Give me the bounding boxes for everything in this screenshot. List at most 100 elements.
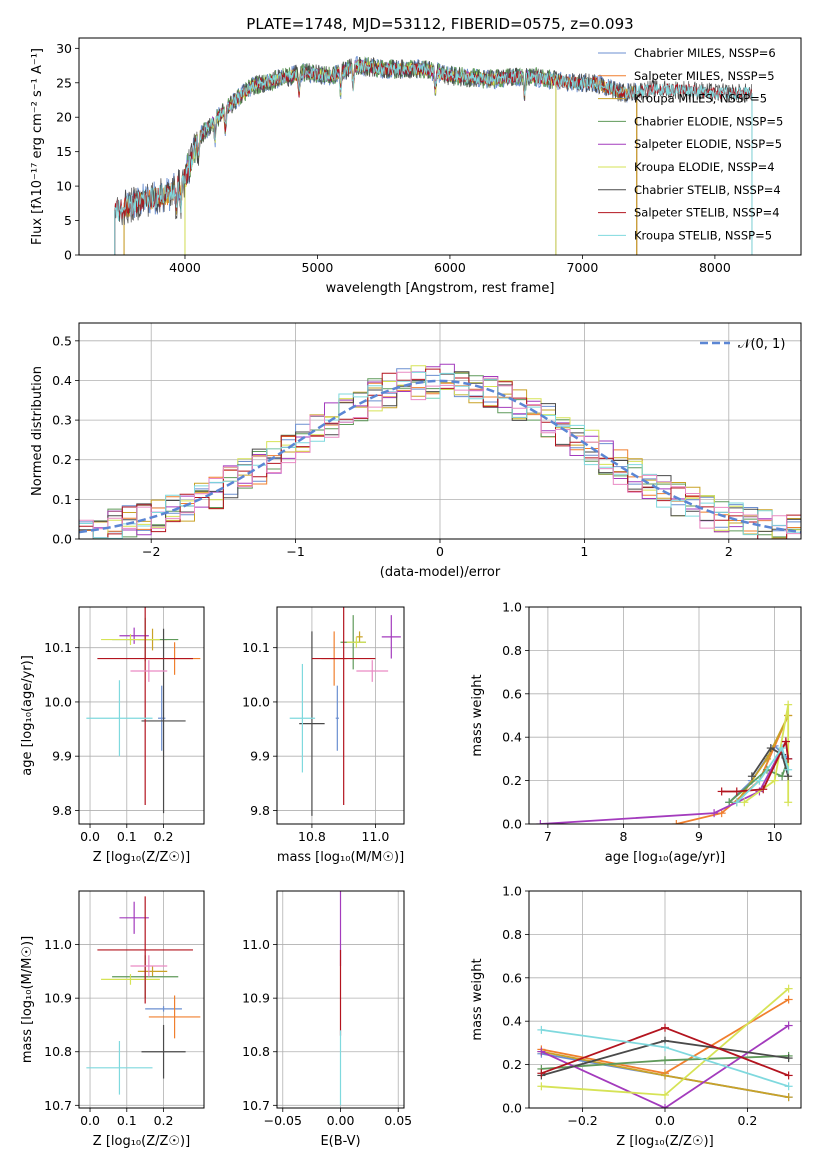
x-tick-label: 1 — [580, 544, 588, 559]
y-tick-label: 25 — [56, 75, 72, 90]
x-tick-label: 0.2 — [154, 829, 174, 844]
x-tick-label: 5000 — [302, 260, 334, 275]
legend-entry: Salpeter ELODIE, NSSP=5 — [634, 137, 782, 151]
weight-series-6 — [751, 746, 790, 777]
spectrum-axes: 4000 5000 6000 7000 8000 0 5 10 15 20 25 30 waveleng… — [30, 41, 731, 296]
y-tick-label: 0.4 — [502, 1014, 522, 1029]
x-tick-label: 4000 — [169, 260, 201, 275]
y-tick-label: 0.0 — [502, 817, 522, 832]
y-tick-label: 0.0 — [502, 1101, 522, 1116]
axes-frame — [276, 606, 405, 825]
legend-entry: Chabrier STELIB, NSSP=4 — [634, 183, 781, 197]
y-tick-label: 1.0 — [502, 884, 522, 899]
y-tick-label: 9.8 — [52, 803, 72, 818]
y-tick-label: 9.9 — [52, 749, 72, 764]
weight_vs_Z-lines — [537, 984, 793, 1108]
axes-frame — [528, 606, 802, 825]
y-axis-label: Normed distribution — [30, 366, 45, 496]
y-tick-label: 10.9 — [242, 991, 270, 1006]
x-tick-label: 10.8 — [298, 829, 326, 844]
spectrum-series-8 — [114, 59, 752, 222]
x-axis-label: Z [log₁₀(Z/Z☉)] — [93, 1134, 190, 1149]
x-tick-label: −1 — [286, 544, 304, 559]
spectrum-legend: Chabrier MILES, NSSP=6 Salpeter MILES, NS… — [598, 46, 783, 242]
y-tick-label: 0.6 — [502, 686, 522, 701]
legend-entry: Salpeter STELIB, NSSP=4 — [634, 206, 780, 220]
y-tick-label: 11.0 — [44, 937, 72, 952]
y-axis-label: Flux [fλ10⁻¹⁷ erg cm⁻² s⁻¹ A⁻¹] — [30, 48, 45, 245]
x-tick-label: 8 — [619, 829, 627, 844]
x-tick-label: −0.05 — [264, 1113, 302, 1128]
axes-frame — [276, 890, 405, 1109]
legend-entry: Chabrier ELODIE, NSSP=5 — [634, 114, 783, 128]
mass_vs_Z-points — [86, 896, 201, 1095]
x-axis-label: Z [log₁₀(Z/Z☉)] — [616, 1134, 713, 1149]
y-tick-label: 0.8 — [502, 927, 522, 942]
age_vs_mass-axes: 10.8 11.0 9.8 9.9 10.0 10.1 mass [log₁₀(M/M☉)] — [242, 607, 404, 865]
y-tick-label: 0.4 — [52, 373, 72, 388]
y-tick-label: 10.1 — [44, 640, 72, 655]
figure-title: PLATE=1748, MJD=53112, FIBERID=0575, z=0… — [246, 15, 633, 33]
y-tick-label: 0.3 — [52, 413, 72, 428]
y-axis-label: mass [log₁₀(M/M☉)] — [20, 936, 35, 1063]
y-tick-label: 0.0 — [52, 532, 72, 547]
axes-frame — [528, 890, 802, 1109]
axes-frame — [78, 37, 802, 256]
axes-frame — [78, 606, 205, 825]
age_vs_Z-points — [86, 607, 201, 814]
y-tick-label: 10.9 — [44, 991, 72, 1006]
legend-entry: Kroupa ELODIE, NSSP=4 — [634, 160, 775, 174]
legend-entry: 𝒩(0, 1) — [738, 337, 785, 352]
y-tick-label: 0.5 — [52, 333, 72, 348]
y-tick-label: 10 — [56, 179, 72, 194]
spectrum-series-5 — [184, 60, 557, 187]
weight_vs_age-axes: 7 8 9 10 0.0 0.2 0.4 0.6 0.8 1.0 age [log₁₀(age/yr… — [470, 600, 801, 865]
y-tick-label: 0.4 — [502, 730, 522, 745]
age_vs_mass-points — [289, 607, 401, 816]
y-tick-label: 10.7 — [44, 1098, 72, 1113]
y-tick-label: 10.8 — [44, 1044, 72, 1059]
x-axis-label: E(B-V) — [320, 1134, 360, 1149]
residuals-axes: −2 −1 0 1 2 0.0 0.1 0.2 0.3 0.4 0.5 (data-model)/er… — [30, 323, 801, 580]
residual-histograms — [79, 363, 801, 539]
age_vs_Z-axes: 0.0 0.1 0.2 9.8 9.9 10.0 10.1 Z [log₁₀(Z/Z☉)] ag… — [20, 607, 204, 865]
x-axis-label: wavelength [Angstrom, rest frame] — [326, 281, 555, 296]
y-tick-label: 0.1 — [52, 492, 72, 507]
x-tick-label: 0.00 — [327, 1113, 355, 1128]
y-tick-label: 11.0 — [242, 937, 270, 952]
y-tick-label: 10.7 — [242, 1098, 270, 1113]
mass_vs_EBV-axes: −0.05 0.00 0.05 10.7 10.8 10.9 11.0 E(B-V) — [242, 891, 412, 1149]
y-tick-label: 0.6 — [502, 970, 522, 985]
x-tick-label: 0 — [436, 544, 444, 559]
x-axis-label: age [log₁₀(age/yr)] — [605, 850, 726, 865]
normal-curve — [79, 379, 801, 534]
x-axis-label: Z [log₁₀(Z/Z☉)] — [93, 850, 190, 865]
y-tick-label: 30 — [56, 41, 72, 56]
weight_vs_age-lines — [536, 700, 793, 824]
y-axis-label: age [log₁₀(age/yr)] — [20, 655, 35, 776]
histogram-9 — [79, 371, 801, 535]
y-tick-label: 1.0 — [502, 600, 522, 615]
x-tick-label: 10 — [767, 829, 783, 844]
x-axis-label: (data-model)/error — [380, 565, 501, 580]
x-tick-label: 7000 — [567, 260, 599, 275]
x-tick-label: 2 — [725, 544, 733, 559]
y-tick-label: 0.2 — [502, 773, 522, 788]
y-tick-label: 0.8 — [502, 643, 522, 658]
y-tick-label: 5 — [64, 213, 72, 228]
y-tick-label: 10.0 — [242, 694, 270, 709]
x-tick-label: −2 — [142, 544, 160, 559]
x-tick-label: 0.0 — [655, 1113, 675, 1128]
x-tick-label: 9 — [695, 829, 703, 844]
legend-entry: Chabrier MILES, NSSP=6 — [634, 46, 776, 60]
weight-series-8 — [736, 745, 790, 803]
y-tick-label: 20 — [56, 110, 72, 125]
y-tick-label: 0 — [64, 248, 72, 263]
y-tick-label: 15 — [56, 144, 72, 159]
legend-entry: Kroupa STELIB, NSSP=5 — [634, 228, 772, 242]
x-tick-label: 7 — [544, 829, 552, 844]
x-axis-label: mass [log₁₀(M/M☉)] — [277, 850, 404, 865]
y-tick-label: 0.2 — [52, 452, 72, 467]
x-tick-label: 11.0 — [362, 829, 390, 844]
weight_vs_Z-axes: −0.2 0.0 0.2 0.0 0.2 0.4 0.6 0.8 1.0 Z [log₁₀(Z/Z… — [470, 884, 801, 1149]
